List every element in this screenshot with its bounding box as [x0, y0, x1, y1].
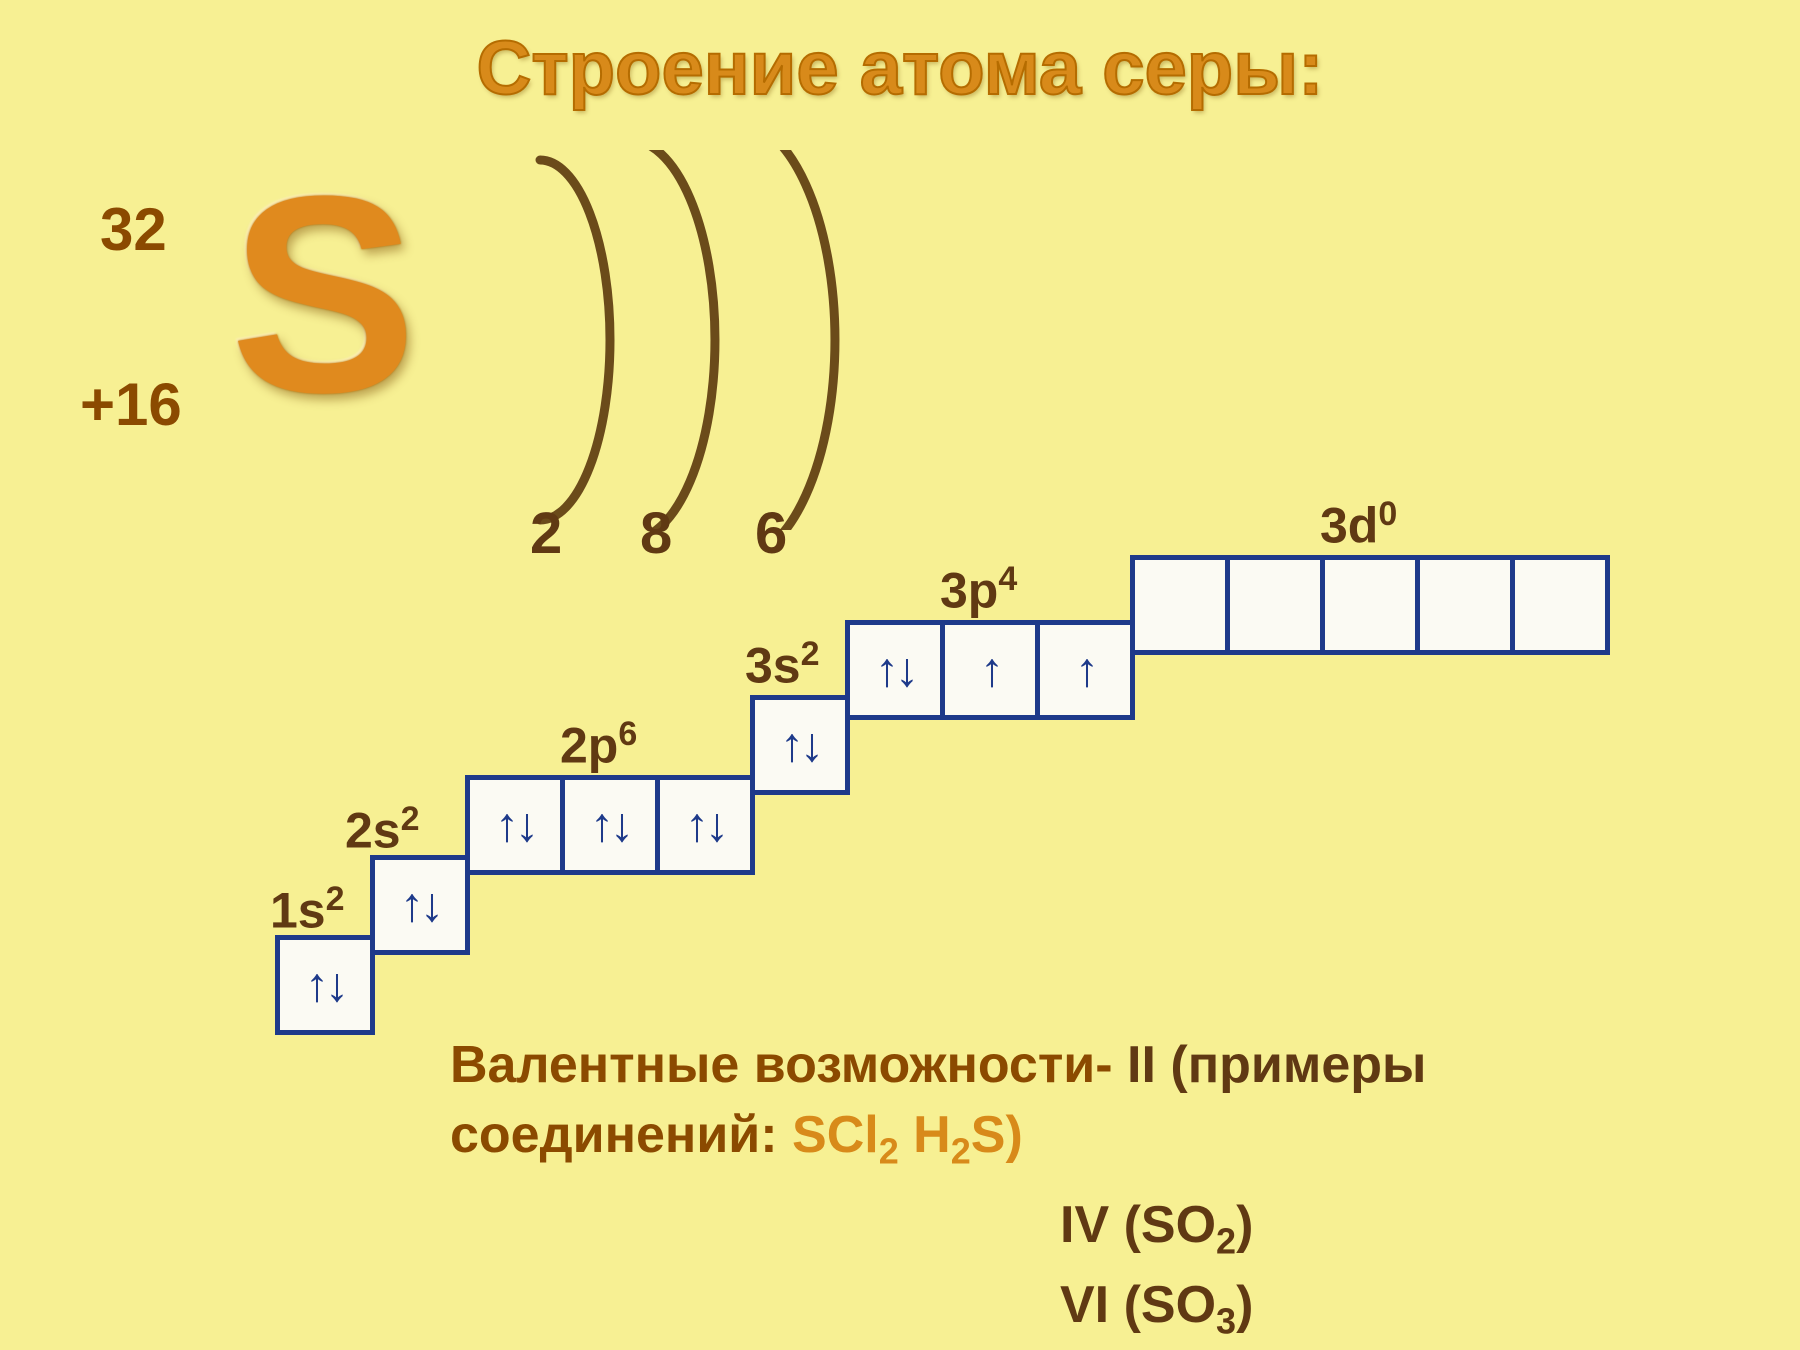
- orbital-label-3p: 3p4: [940, 560, 1017, 620]
- orbital-boxes-3d: [1130, 555, 1610, 655]
- shell-count-1: 8: [640, 500, 672, 567]
- valence-text-block: Валентные возможности- II (примеры соеди…: [450, 1030, 1750, 1176]
- shell-count-0: 2: [530, 500, 562, 567]
- orbital-boxes-2s: ↑↓: [370, 855, 470, 955]
- electron-arrows: ↑↓: [305, 958, 345, 1013]
- orbital-boxes-3s: ↑↓: [750, 695, 850, 795]
- orbital-3d: 3d0: [1130, 555, 1610, 655]
- vi-sub: 3: [1216, 1300, 1236, 1341]
- orbital-boxes-1s: ↑↓: [275, 935, 375, 1035]
- orbital-box: [1415, 555, 1515, 655]
- orbital-label-2s: 2s2: [345, 800, 420, 860]
- valence-ii: II: [1127, 1036, 1156, 1094]
- electron-arrows: ↑: [980, 643, 1000, 698]
- orbital-boxes-3p: ↑↓ ↑ ↑: [845, 620, 1135, 720]
- orbital-box: ↑↓: [845, 620, 945, 720]
- vi-close: ): [1236, 1276, 1253, 1334]
- iv-close: ): [1236, 1196, 1253, 1254]
- orbital-box: ↑↓: [275, 935, 375, 1035]
- orbital-box: [1320, 555, 1420, 655]
- iv-sub: 2: [1216, 1220, 1236, 1261]
- orbital-label-3s: 3s2: [745, 635, 820, 695]
- valence-text-2a: соединений:: [450, 1106, 792, 1164]
- orbital-3p: 3p4↑↓↑↑: [845, 620, 1135, 720]
- valence-vi: VI (SO3): [1060, 1275, 1253, 1342]
- element-symbol: S: [230, 155, 417, 435]
- electron-arrows: ↑↓: [685, 798, 725, 853]
- orbital-label-3d: 3d0: [1320, 495, 1397, 555]
- electron-arrows: ↑↓: [780, 718, 820, 773]
- vi-label: VI (SO: [1060, 1276, 1216, 1334]
- electron-arrows: ↑↓: [495, 798, 535, 853]
- electron-arrows: ↑↓: [590, 798, 630, 853]
- orbital-box: ↑↓: [750, 695, 850, 795]
- shell-count-2: 6: [755, 500, 787, 567]
- electron-arrows: ↑↓: [400, 878, 440, 933]
- orbital-box: [1510, 555, 1610, 655]
- orbital-box: ↑↓: [465, 775, 565, 875]
- valence-iv: IV (SO2): [1060, 1195, 1253, 1262]
- orbital-box: ↑↓: [655, 775, 755, 875]
- orbital-label-2p: 2p6: [560, 715, 637, 775]
- orbital-box: ↑: [940, 620, 1040, 720]
- valence-text-1c: (примеры: [1156, 1036, 1426, 1094]
- valence-compounds: SCl2 H2S): [792, 1106, 1023, 1164]
- orbital-2p: 2p6↑↓↑↓↑↓: [465, 775, 755, 875]
- orbital-3s: 3s2↑↓: [750, 695, 850, 795]
- nuclear-charge: +16: [80, 370, 182, 439]
- orbital-box: [1225, 555, 1325, 655]
- orbital-1s: 1s2↑↓: [275, 935, 375, 1035]
- orbital-box: ↑↓: [370, 855, 470, 955]
- orbital-boxes-2p: ↑↓ ↑↓ ↑↓: [465, 775, 755, 875]
- orbital-box: [1130, 555, 1230, 655]
- valence-text-1a: Валентные возможности-: [450, 1036, 1127, 1094]
- orbital-label-1s: 1s2: [270, 880, 345, 940]
- diagram-stage: Строение атома серы: 32 +16 S 286 1s2↑↓2…: [0, 0, 1800, 1350]
- electron-shell-arcs: [480, 150, 900, 530]
- orbital-box: ↑↓: [560, 775, 660, 875]
- iv-label: IV (SO: [1060, 1196, 1216, 1254]
- electron-arrows: ↑: [1075, 643, 1095, 698]
- orbital-box: ↑: [1035, 620, 1135, 720]
- page-title: Строение атома серы:: [0, 25, 1800, 112]
- mass-number: 32: [100, 195, 167, 264]
- orbital-2s: 2s2↑↓: [370, 855, 470, 955]
- electron-arrows: ↑↓: [875, 643, 915, 698]
